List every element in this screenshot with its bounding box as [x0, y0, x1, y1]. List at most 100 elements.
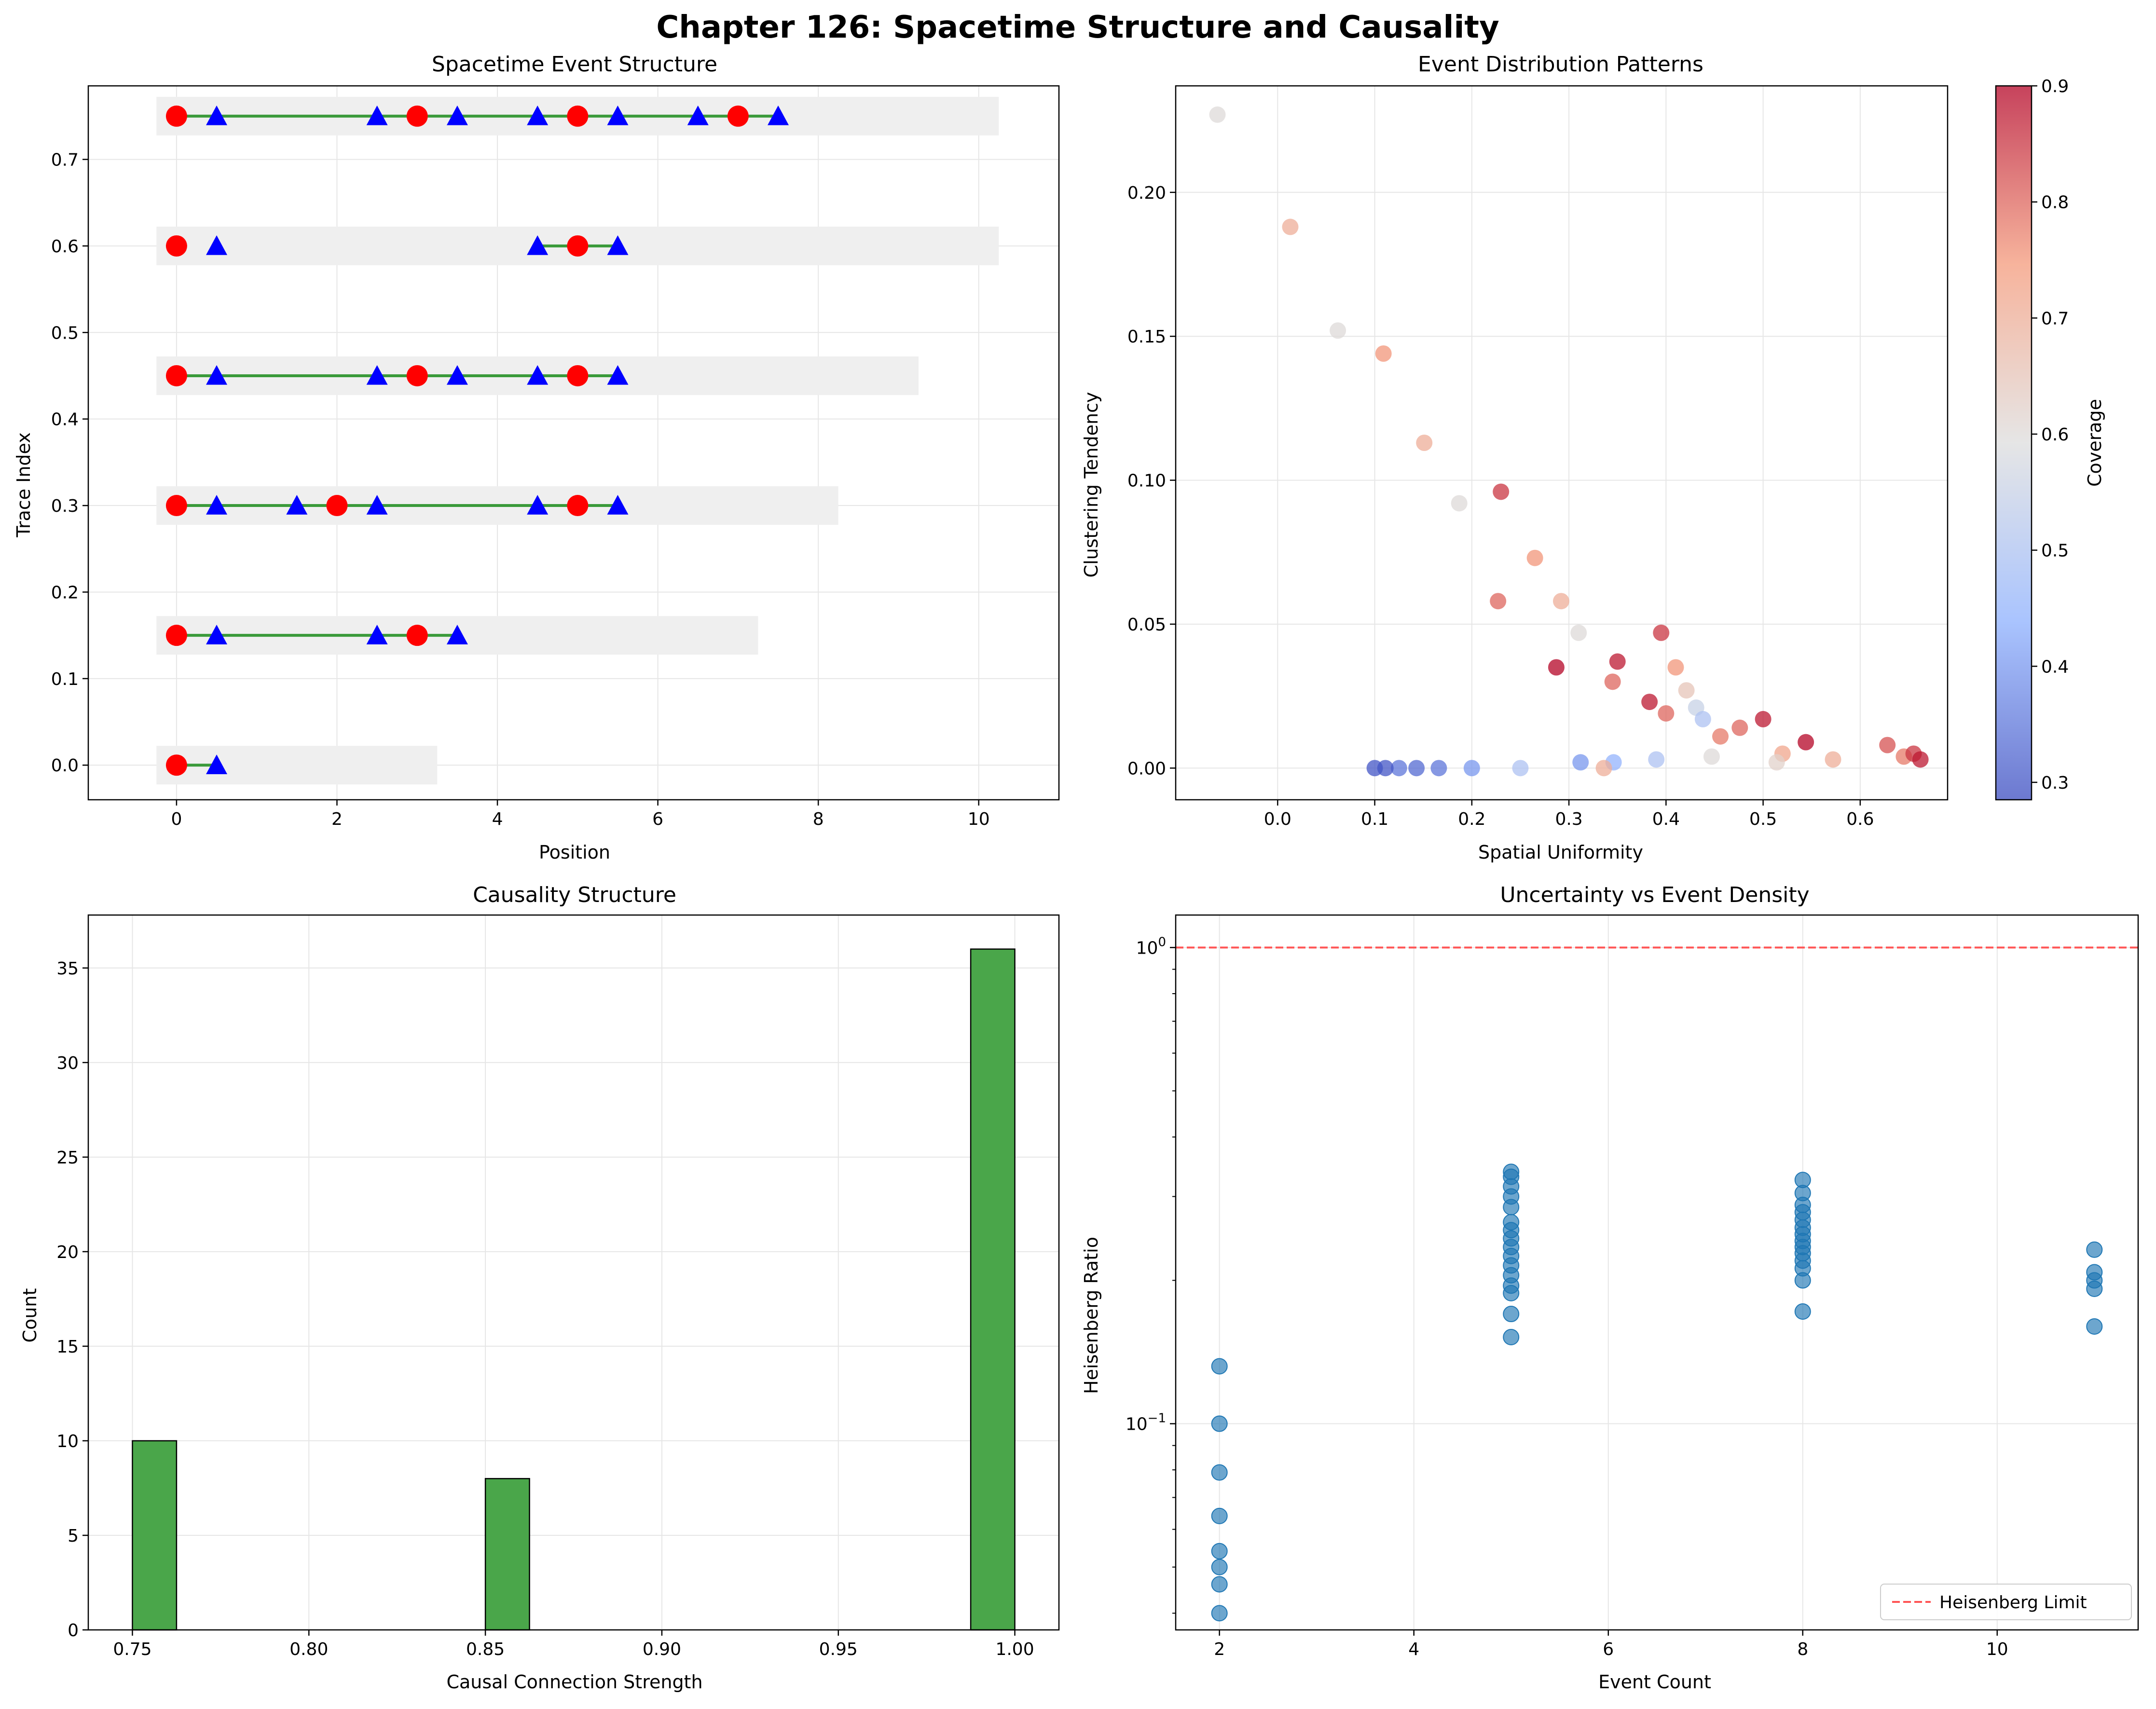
distribution-point	[1408, 760, 1425, 777]
distribution-point	[1694, 711, 1711, 727]
ax4-xtick-label: 4	[1408, 1640, 1419, 1659]
ax2-ytick-label: 0.20	[1127, 183, 1166, 203]
distribution-point	[1572, 754, 1589, 771]
ax1-ylabel: Trace Index	[13, 432, 34, 538]
ax2-xtick-label: 0.6	[1846, 809, 1874, 829]
colorbar-tick-label: 0.6	[2041, 425, 2069, 445]
ax4-legend-label: Heisenberg Limit	[1939, 1593, 2087, 1613]
event-circle-marker	[406, 105, 428, 127]
event-circle-marker	[567, 495, 589, 517]
event-triangle-marker	[206, 495, 228, 515]
distribution-point	[1658, 705, 1675, 722]
colorbar-gradient	[1996, 86, 2032, 800]
ax3-xtick-label: 1.00	[995, 1640, 1034, 1659]
heisenberg-ratio-point	[1211, 1507, 1228, 1524]
ax2-xtick-label: 0.0	[1264, 809, 1291, 829]
heisenberg-ratio-point	[2086, 1280, 2103, 1297]
heisenberg-ratio-point	[1211, 1543, 1228, 1559]
event-circle-marker	[165, 365, 187, 386]
event-triangle-marker	[607, 105, 629, 125]
ax2-xtick-label: 0.5	[1749, 809, 1777, 829]
ax4-xtick-label: 2	[1214, 1640, 1225, 1659]
ax2-ytick-label: 0.05	[1127, 615, 1166, 635]
ax3-ytick-label: 10	[56, 1432, 79, 1451]
ax2-xtick-label: 0.1	[1361, 809, 1388, 829]
ax3-xtick-label: 0.75	[113, 1640, 151, 1659]
distribution-point	[1653, 624, 1670, 641]
event-circle-marker	[567, 105, 589, 127]
distribution-point	[1879, 737, 1896, 753]
distribution-point	[1512, 760, 1529, 777]
event-triangle-marker	[206, 754, 228, 774]
distribution-point	[1375, 345, 1392, 362]
event-triangle-marker	[206, 625, 228, 644]
ax3-xtick-label: 0.80	[289, 1640, 328, 1659]
distribution-point	[1416, 435, 1433, 451]
ax1-ytick-label: 0.5	[51, 323, 79, 343]
ax2-ytick-label: 0.00	[1127, 759, 1166, 779]
histogram-bar	[970, 948, 1016, 1631]
event-circle-marker	[165, 495, 187, 517]
ax1-ytick-label: 0.1	[51, 670, 79, 689]
event-triangle-marker	[206, 365, 228, 385]
heisenberg-ratio-point	[1211, 1358, 1228, 1375]
ax3-xtick-label: 0.90	[643, 1640, 681, 1659]
distribution-point	[1330, 322, 1346, 339]
ax4-frame	[1175, 914, 2139, 1631]
ax4-xtick-label: 8	[1797, 1640, 1808, 1659]
distribution-point	[1755, 711, 1771, 727]
event-circle-marker	[165, 754, 187, 776]
ax1-ytick-label: 0.4	[51, 410, 79, 430]
event-triangle-marker	[446, 365, 468, 385]
distribution-point	[1490, 593, 1507, 610]
distribution-point	[1731, 719, 1748, 736]
ax3-ytick-label: 15	[56, 1337, 79, 1357]
distribution-point	[1390, 760, 1407, 777]
event-triangle-marker	[607, 365, 629, 385]
distribution-point	[1570, 624, 1587, 641]
event-triangle-marker	[768, 105, 789, 125]
colorbar-tick-label: 0.4	[2041, 657, 2069, 677]
heisenberg-ratio-point	[1503, 1306, 1520, 1323]
event-triangle-marker	[527, 365, 549, 385]
ax2-ylabel: Clustering Tendency	[1081, 392, 1102, 578]
distribution-point	[1703, 748, 1720, 765]
distribution-point	[1609, 653, 1626, 670]
distribution-point	[1552, 593, 1569, 610]
ax3-ytick-label: 30	[56, 1053, 79, 1073]
event-triangle-marker	[527, 105, 549, 125]
ax1-ytick-label: 0.0	[51, 756, 79, 776]
ax4-xtick-label: 6	[1603, 1640, 1614, 1659]
event-triangle-marker	[366, 105, 388, 125]
ax1-ytick-label: 0.3	[51, 496, 79, 516]
ax3-ytick-label: 25	[56, 1148, 79, 1168]
ax1-ytick-label: 0.7	[51, 150, 79, 170]
ax2-ytick-label: 0.10	[1127, 471, 1166, 491]
distribution-point	[1678, 682, 1695, 699]
event-triangle-marker	[607, 235, 629, 255]
distribution-point	[1768, 754, 1785, 771]
distribution-point	[1667, 659, 1684, 676]
ax1-xtick-label: 0	[171, 809, 182, 829]
distribution-point	[1463, 760, 1480, 777]
ax3-ytick-label: 20	[56, 1243, 79, 1262]
ax4-ylabel: Heisenberg Ratio	[1081, 1237, 1102, 1394]
ax4-xtick-label: 10	[1986, 1640, 2008, 1659]
histogram-bar	[132, 1440, 178, 1631]
distribution-point	[1912, 751, 1929, 768]
event-circle-marker	[406, 365, 428, 386]
ax3-ytick-label: 0	[68, 1621, 79, 1641]
heisenberg-ratio-point	[2086, 1318, 2103, 1335]
event-circle-marker	[727, 105, 749, 127]
ax3-xlabel: Causal Connection Strength	[446, 1671, 702, 1693]
distribution-point	[1548, 659, 1565, 676]
panel-spacetime-event-structure: Spacetime Event Structure Position Trace…	[13, 52, 1060, 863]
event-circle-marker	[165, 625, 187, 646]
ax1-frame	[87, 85, 1060, 801]
distribution-point	[1430, 760, 1447, 777]
ax4-ytick-label: 10−1	[1126, 1411, 1166, 1435]
event-triangle-marker	[366, 495, 388, 515]
heisenberg-ratio-point	[1211, 1415, 1228, 1432]
distribution-point	[1493, 483, 1510, 500]
event-triangle-marker	[206, 235, 228, 255]
